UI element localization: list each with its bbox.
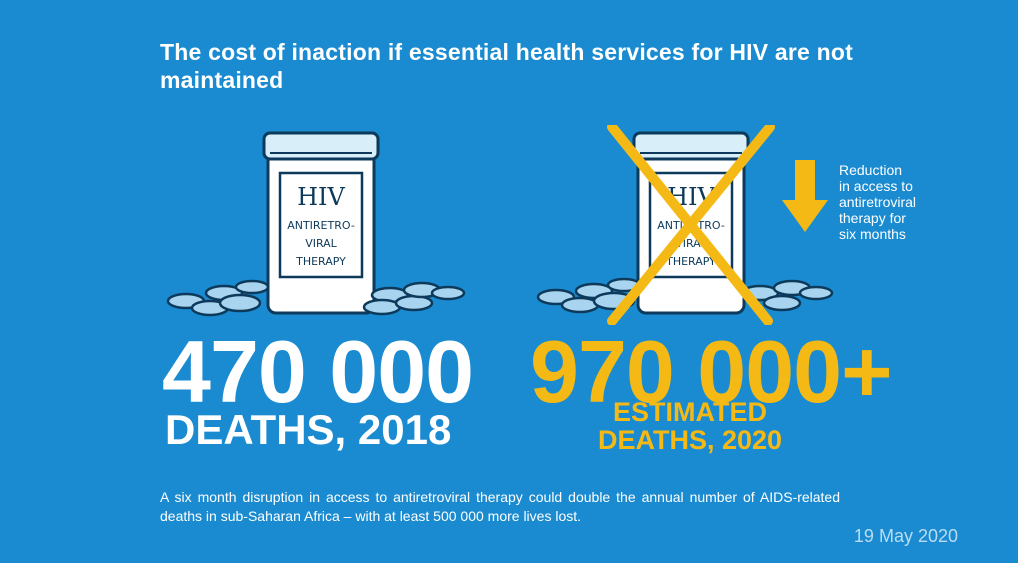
footnote: A six month disruption in access to anti… [160, 489, 840, 524]
cross-out-icon [607, 125, 775, 325]
bottle-label-hiv: HIV [297, 183, 345, 211]
reduction-note-line4: therapy for [839, 210, 906, 226]
publication-date: 19 May 2020 [853, 526, 958, 546]
reduction-note: Reduction in access to antiretroviral th… [839, 162, 959, 242]
deaths-2020-caption-line1: ESTIMATED [613, 397, 767, 427]
deaths-2018-caption: DEATHS, 2018 [165, 406, 452, 453]
crossed-out-medicine-bottle-illustration: HIV ANTIRETRO- VIRAL THERAPY [530, 125, 850, 325]
deaths-2020-caption: ESTIMATED DEATHS, 2020 [560, 398, 820, 454]
reduction-note-line3: antiretroviral [839, 194, 917, 210]
reduction-note-line2: in access to [839, 178, 913, 194]
deaths-2020-number: 970 000+ [530, 322, 892, 421]
bottle-label-line4-crossed: THERAPY [665, 255, 716, 268]
down-arrow-icon [780, 160, 830, 235]
pill-bottle-icon: HIV ANTIRETRO- VIRAL THERAPY [166, 131, 466, 317]
page-title: The cost of inaction if essential health… [160, 39, 853, 93]
bottle-label-line4: THERAPY [295, 255, 346, 268]
bottle-label-line3: VIRAL [305, 237, 337, 250]
reduction-note-line1: Reduction [839, 162, 903, 178]
deaths-2018-number: 470 000 [162, 322, 474, 421]
hiv-medicine-bottle-illustration: HIV ANTIRETRO- VIRAL THERAPY [160, 125, 480, 325]
crossed-pill-bottle-icon: HIV ANTIRETRO- VIRAL THERAPY [536, 125, 834, 325]
reduction-note-line5: six months [839, 226, 906, 242]
bottle-label-line2: ANTIRETRO- [287, 219, 355, 232]
deaths-2020-caption-line2: DEATHS, 2020 [597, 425, 783, 455]
